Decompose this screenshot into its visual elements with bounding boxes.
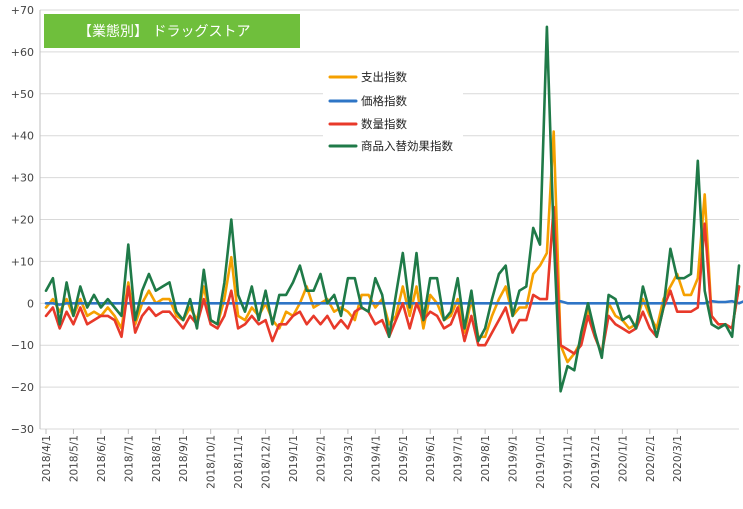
x-tick-label: 2018/7/1	[123, 435, 135, 482]
x-tick-label: 2018/8/1	[151, 435, 163, 482]
legend-label: 価格指数	[361, 94, 407, 108]
x-tick-label: 2018/6/1	[96, 435, 108, 482]
y-tick-label: +70	[11, 4, 34, 17]
x-tick-label: 2018/12/1	[261, 435, 273, 489]
y-tick-label: +50	[11, 88, 34, 101]
y-tick-label: −10	[11, 339, 34, 352]
title-banner	[44, 14, 300, 48]
x-tick-label: 2019/9/1	[508, 435, 520, 482]
x-tick-label: 2019/8/1	[480, 435, 492, 482]
legend: 支出指数 価格指数 数量指数 商品入替効果指数	[323, 64, 463, 156]
y-tick-label: −30	[11, 423, 34, 436]
y-tick-label: +30	[11, 172, 34, 185]
x-tick-label: 2019/11/1	[562, 435, 574, 489]
x-tick-label: 2018/5/1	[68, 435, 80, 482]
x-tick-label: 2019/12/1	[590, 435, 602, 489]
x-tick-label: 2020/3/1	[672, 435, 684, 482]
plot-area	[44, 25, 743, 393]
x-tick-label: 2019/2/1	[315, 435, 327, 482]
series-line	[44, 205, 741, 355]
y-tick-label: +10	[11, 255, 34, 268]
x-tick-label: 2020/1/1	[617, 435, 629, 482]
y-tick-label: +20	[11, 214, 34, 227]
series-line	[44, 299, 743, 306]
x-tick-label: 2020/2/1	[645, 435, 657, 482]
y-tick-label: +40	[11, 130, 34, 143]
y-tick-label: −20	[11, 381, 34, 394]
x-tick-label: 2018/4/1	[41, 435, 53, 482]
legend-background	[323, 64, 463, 156]
x-tick-label: 2019/3/1	[343, 435, 355, 482]
legend-label: 商品入替効果指数	[361, 139, 453, 153]
y-tick-label: 0	[27, 297, 34, 310]
grid-lines	[39, 9, 739, 430]
x-tick-label: 2019/6/1	[425, 435, 437, 482]
x-tick-label: 2018/9/1	[178, 435, 190, 482]
x-tick-label: 2018/11/1	[233, 435, 245, 489]
series-line	[44, 25, 741, 393]
y-tick-label: +60	[11, 46, 34, 59]
x-tick-label: 2019/4/1	[370, 435, 382, 482]
y-axis: +70 +60 +50 +40 +30 +20 +10 0 −10 −20 −30	[11, 4, 34, 436]
x-tick-label: 2019/7/1	[453, 435, 465, 482]
legend-label: 支出指数	[361, 70, 407, 84]
x-axis: 2018/4/1 2018/5/1 2018/6/1 2018/7/1 2018/8/1…	[41, 429, 684, 489]
x-tick-label: 2018/10/1	[206, 435, 218, 489]
x-tick-label: 2019/5/1	[398, 435, 410, 482]
x-tick-label: 2019/1/1	[288, 435, 300, 482]
chart-title: 【業態別】 ドラッグストア	[78, 24, 250, 40]
x-tick-label: 2019/10/1	[535, 435, 547, 489]
legend-label: 数量指数	[361, 117, 407, 131]
